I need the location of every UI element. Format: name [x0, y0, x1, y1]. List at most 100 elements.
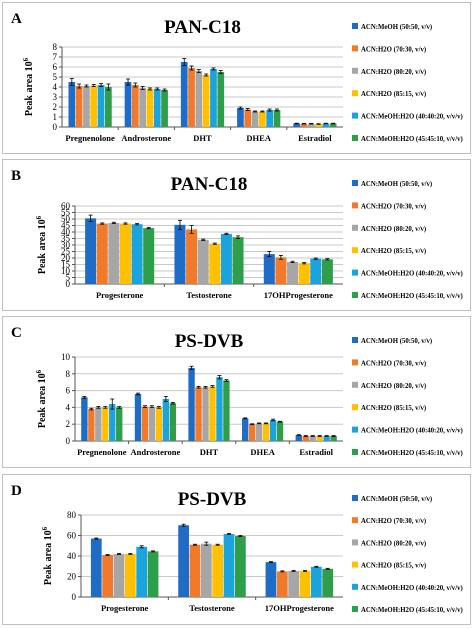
bar [202, 387, 209, 441]
legend-swatch [352, 359, 358, 366]
bar [188, 68, 195, 127]
bar [262, 423, 270, 441]
bar [265, 562, 277, 597]
bar [241, 418, 249, 441]
panel-b: B PAN-C18 0 5 10 15 20 25 30 35 40 45 50 55 60 Peak are… [2, 159, 471, 311]
x-tick-label: Estradiol [298, 133, 332, 143]
chart-title: PAN-C18 [164, 17, 241, 38]
bar [310, 258, 322, 284]
bar [309, 435, 316, 441]
y-tick-label: 55 [61, 208, 71, 218]
bar [113, 553, 125, 597]
legend-entry: ACN:H2O (85:15, v/v) [361, 91, 426, 98]
chart-d: D PS-DVB 0 20 40 60 80 Peak area 106 Progesteron… [11, 483, 463, 614]
bar [266, 110, 274, 127]
bar [116, 407, 123, 441]
bar [189, 544, 201, 597]
legend-swatch [352, 269, 358, 276]
y-tick-label: 40 [61, 227, 71, 237]
bar [255, 423, 263, 441]
bar [105, 87, 112, 127]
legend-swatch [352, 381, 358, 388]
bar [322, 568, 334, 597]
y-tick-label: 25 [61, 247, 71, 257]
x-tick-label: DHEA [250, 447, 275, 457]
bar [169, 403, 177, 441]
panel-letter: A [11, 11, 22, 27]
bar [88, 409, 95, 441]
legend-swatch [352, 517, 358, 524]
bar [148, 406, 156, 441]
panel-a: A PAN-C18 0 1 2 3 4 5 6 7 8 Peak area 106 Pregnenolo… [2, 2, 471, 154]
panel-c: C PS-DVB 0 2 4 6 8 10 Peak area 106 Pregnenolone A… [2, 316, 471, 468]
bar [322, 123, 330, 127]
y-tick-label: 0 [53, 122, 58, 132]
bar [295, 435, 302, 441]
bar [269, 420, 277, 441]
bar [85, 218, 97, 284]
bar [195, 71, 203, 127]
legend-swatch [352, 224, 358, 231]
y-axis-label: Peak area 106 [35, 369, 48, 428]
legend-entry: ACN:MeOH:H2O (45:45:10, v/v/v) [361, 607, 463, 614]
y-label-sup: 6 [35, 369, 43, 373]
y-tick-label: 35 [61, 234, 71, 244]
y-tick-label: 0 [66, 436, 71, 446]
y-tick-label: 6 [53, 62, 58, 72]
x-tick-label: Testosterone [189, 603, 235, 613]
chart-title: PS-DVB [178, 489, 247, 510]
y-axis-label-text: Peak area 106 [35, 215, 48, 274]
bar [102, 554, 114, 597]
bar [307, 123, 315, 127]
y-label-sup: 6 [35, 215, 43, 219]
bar [276, 421, 284, 441]
y-tick-label: 10 [61, 266, 71, 276]
bar [90, 85, 98, 127]
y-tick-label: 45 [61, 221, 71, 231]
legend-swatch [352, 45, 358, 52]
legend-swatch [352, 495, 358, 501]
bar [131, 224, 143, 284]
bar [155, 407, 163, 441]
y-tick-label: 3 [53, 92, 58, 102]
bar [273, 110, 281, 127]
bar [96, 223, 108, 284]
legend-swatch [352, 90, 358, 97]
bar [263, 254, 275, 284]
x-tick-label: Progesterone [96, 290, 144, 300]
bar [124, 553, 136, 597]
bar [188, 367, 195, 441]
x-tick-label: 17OHProgesterone [265, 603, 334, 613]
bar [97, 85, 105, 127]
y-label-main: Peak area 10 [37, 219, 48, 274]
y-tick-label: 20 [67, 572, 77, 582]
bar [244, 109, 252, 127]
bar [330, 435, 337, 441]
bar [251, 111, 259, 127]
y-tick-label: 15 [61, 260, 71, 270]
legend-entry: ACN:MeOH (50:50, v/v) [361, 24, 432, 31]
bar [124, 82, 132, 127]
bar [141, 406, 149, 441]
y-axis-label-text: Peak area 106 [35, 369, 48, 428]
y-label-main: Peak area 10 [24, 61, 35, 116]
x-tick-label: Androsterone [121, 133, 171, 143]
legend-entry: ACN:MeOH:H2O (40:40:20, v/v/v) [361, 428, 463, 435]
y-axis-label: Peak area 106 [35, 215, 48, 274]
y-tick-label: 5 [66, 273, 71, 283]
y-tick-label: 7 [53, 52, 58, 62]
y-tick-label: 0 [66, 279, 71, 289]
legend-swatch [352, 426, 358, 433]
y-axis-label: Peak area 106 [41, 526, 54, 585]
legend-entry: ACN:H2O (70:30, v/v) [361, 203, 426, 210]
bar [223, 533, 235, 597]
y-tick-label: 60 [67, 531, 77, 541]
bar [178, 525, 189, 597]
y-tick-label: 1 [53, 112, 58, 122]
x-tick-label: Progesterone [101, 603, 149, 613]
y-tick-label: 2 [53, 102, 58, 112]
legend-swatch [352, 135, 358, 141]
legend-entry: ACN:MeOH:H2O (45:45:10, v/v/v) [361, 450, 463, 457]
x-tick-label: Androsterone [131, 447, 181, 457]
